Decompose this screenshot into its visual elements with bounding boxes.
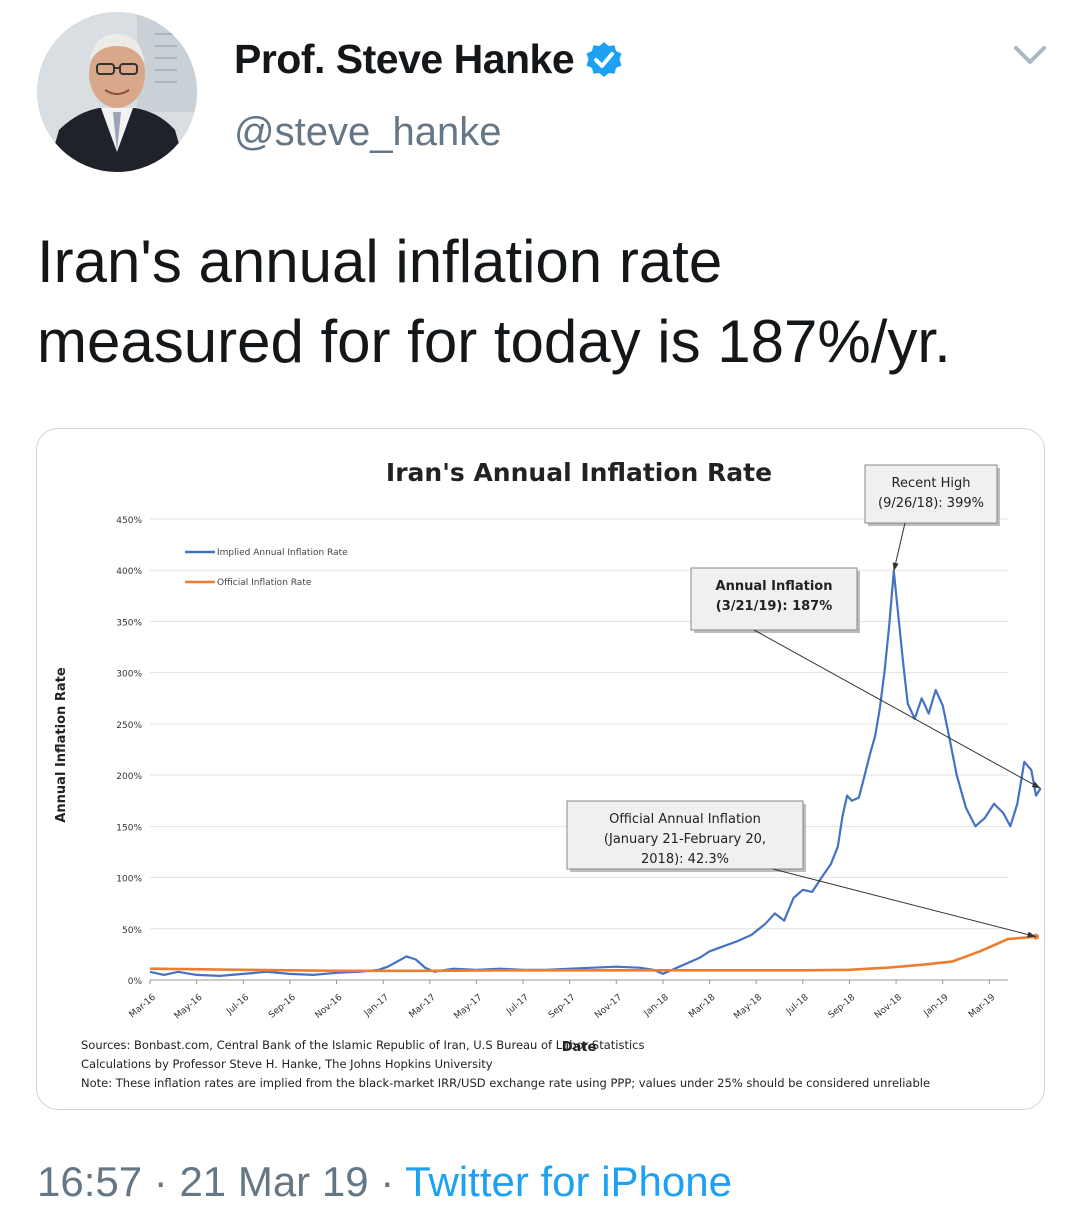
legend-label: Official Inflation Rate [217,578,312,588]
y-tick-label: 50% [122,926,142,936]
x-tick-label: May-17 [453,993,485,1022]
x-tick-label: Sep-16 [267,992,298,1020]
annotation-arrow [772,868,1037,938]
x-tick-label: Jul-18 [784,992,811,1017]
series-line-official [149,935,1037,973]
tweet-text-line-2: measured for for today is 187%/yr. [37,308,951,375]
annotation-arrowhead [1027,931,1036,938]
x-tick-label: Mar-17 [407,993,437,1021]
user-handle[interactable]: @steve_hanke [234,110,502,154]
profile-photo [37,12,197,172]
annotation-box [566,800,804,870]
x-tick-label: Jan-19 [922,992,951,1019]
annotation-label: Official Annual Inflation [609,812,761,827]
tweet-media-image[interactable]: Iran's Annual Inflation Rate Annual Infl… [36,428,1045,1110]
annotation-label: (January 21-February 20, [604,832,766,847]
y-tick-label: 250% [116,721,142,731]
x-tick-label: Jul-17 [504,993,531,1018]
display-name[interactable]: Prof. Steve Hanke [234,36,624,83]
meta-separator: · [380,1158,395,1205]
tweet-text: Iran's annual inflation rate measured fo… [37,222,1047,382]
x-tick-label: Jan-17 [362,993,391,1020]
avatar[interactable] [37,12,197,172]
tweet-meta: 16:57 · 21 Mar 19 · Twitter for iPhone [37,1158,732,1206]
annotation-box [864,464,998,524]
x-tick-label: May-16 [173,992,205,1021]
chart-note: Note: These inflation rates are implied … [81,1076,930,1090]
x-tick-label: Jan-18 [642,992,671,1019]
series-line-implied [149,570,1042,977]
y-tick-label: 400% [116,567,142,577]
annotation-box [690,567,858,631]
y-tick-label: 0% [128,977,143,987]
y-tick-label: 100% [116,875,142,885]
annotation-label: (3/21/19): 187% [716,599,833,614]
y-tick-label: 450% [116,516,142,526]
series-endpoint-marker [1032,933,1039,940]
tweet-text-line-1: Iran's annual inflation rate [37,228,723,295]
tweet-time[interactable]: 16:57 [37,1158,143,1205]
y-tick-label: 350% [116,618,142,628]
x-axis-label: Date [562,1040,597,1055]
annotation-label: 2018): 42.3% [641,852,729,867]
x-tick-label: Jul-16 [224,992,251,1017]
tweet-date[interactable]: 21 Mar 19 [179,1158,369,1205]
annotation-arrowhead [1031,781,1041,789]
x-tick-label: Mar-18 [687,992,717,1020]
chart-note: Calculations by Professor Steve H. Hanke… [81,1057,493,1071]
annotation-label: Annual Inflation [716,579,833,594]
y-axis-label: Annual Inflation Rate [54,667,69,822]
x-tick-label: May-18 [732,992,764,1021]
y-tick-label: 300% [116,670,142,680]
annotation-arrow [753,629,1041,789]
y-tick-label: 150% [116,823,142,833]
chevron-down-icon[interactable] [1010,40,1050,70]
chart-title: Iran's Annual Inflation Rate [386,458,772,487]
tweet-source-link[interactable]: Twitter for iPhone [405,1158,732,1205]
legend-label: Implied Annual Inflation Rate [217,548,348,558]
x-tick-label: Sep-17 [547,993,578,1021]
x-tick-label: Sep-18 [827,992,858,1020]
inflation-chart: Iran's Annual Inflation Rate Annual Infl… [54,458,1042,1090]
y-tick-label: 200% [116,772,142,782]
display-name-text: Prof. Steve Hanke [234,36,575,82]
meta-separator: · [153,1158,168,1205]
x-tick-label: Nov-17 [593,993,624,1021]
annotation-arrowhead [892,562,899,572]
chart-note: Sources: Bonbast.com, Central Bank of th… [81,1038,645,1052]
x-tick-label: Nov-16 [313,992,344,1020]
verified-badge-icon [586,41,622,77]
annotation-label: Recent High [892,476,971,491]
x-tick-label: Mar-16 [128,992,158,1020]
x-tick-label: Mar-19 [967,992,997,1020]
x-tick-label: Nov-18 [873,992,904,1020]
annotation-label: (9/26/18): 399% [878,496,984,511]
